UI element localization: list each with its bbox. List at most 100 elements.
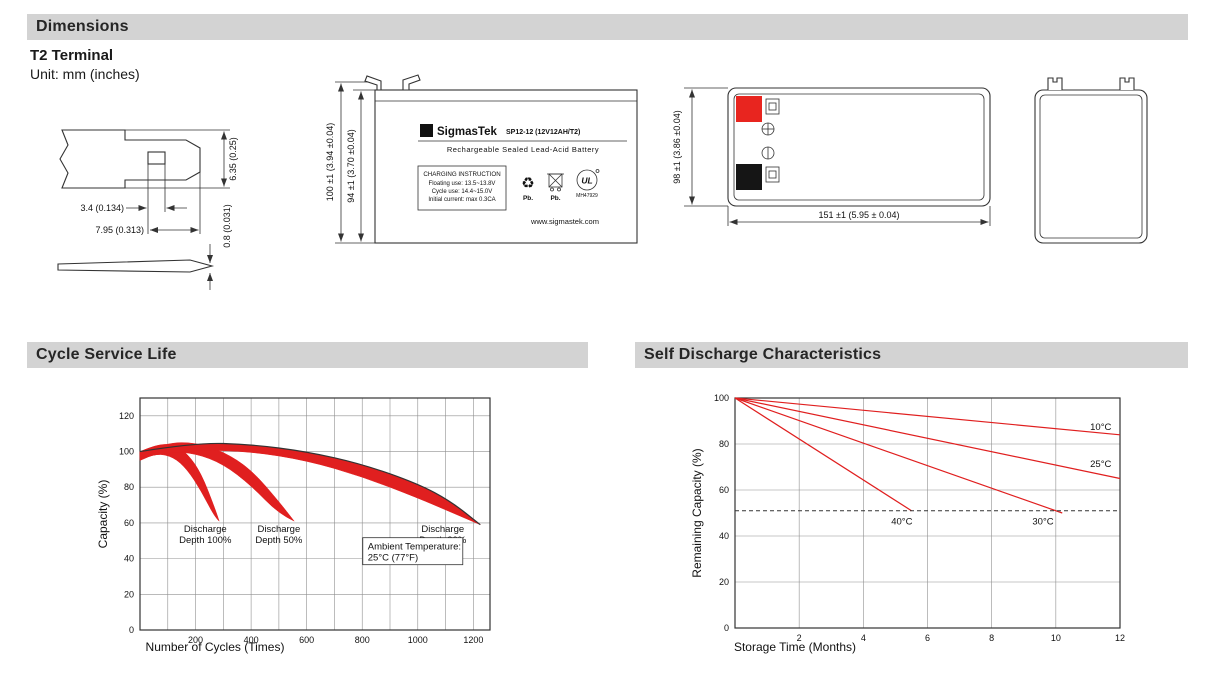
svg-text:8: 8 xyxy=(989,633,994,643)
terminal-detail-drawing: 6.35 (0.25) 3.4 (0.134) 7.95 (0.313) 0.8… xyxy=(57,129,238,290)
no-trash-pb-icon xyxy=(547,173,564,192)
svg-text:12: 12 xyxy=(1115,633,1125,643)
section-title-cycle-life: Cycle Service Life xyxy=(36,346,177,363)
svg-text:6: 6 xyxy=(925,633,930,643)
dim-hole-offset-lines: 7.95 (0.313) xyxy=(95,172,201,235)
terminal-hole xyxy=(147,151,166,165)
plus-circle-icon xyxy=(761,122,775,136)
top-view-case-inner xyxy=(733,93,985,201)
section-header-cycle-life: Cycle Service Life xyxy=(27,342,588,368)
svg-text:40: 40 xyxy=(719,531,729,541)
battery-top-view: 98 ±1 (3.86 ±0.04) 151 ±1 (5.95 ± 0.04) xyxy=(672,87,991,226)
svg-text:800: 800 xyxy=(355,635,370,645)
x-axis-label: Number of Cycles (Times) xyxy=(146,640,285,654)
x-axis-label: Storage Time (Months) xyxy=(734,640,856,654)
battery-front-view: 100 ±1 (3.94 ±0.04) 94 ±1 (3.70 ±0.04) Σ… xyxy=(325,74,638,244)
annotation-text: Discharge xyxy=(421,524,464,535)
line-25°C xyxy=(734,397,1121,480)
svg-text:1000: 1000 xyxy=(408,635,428,645)
annotation-text: 30°C xyxy=(1032,517,1053,528)
charging-line-2: Cycle use: 14.4~15.0V xyxy=(432,189,493,195)
line-40°C xyxy=(734,397,912,512)
terminal-flat-view xyxy=(57,259,215,273)
dim-thickness-lines: 0.8 (0.031) xyxy=(207,204,232,290)
section-title-dimensions: Dimensions xyxy=(36,18,129,35)
svg-text:40: 40 xyxy=(124,554,134,564)
dim-tab-width: 6.35 (0.25) xyxy=(228,137,238,181)
svg-text:0: 0 xyxy=(129,625,134,635)
section-header-self-discharge: Self Discharge Characteristics xyxy=(635,342,1188,368)
annotation-text: 40°C xyxy=(891,517,912,528)
terminal-tab xyxy=(402,74,421,91)
unit-label: Unit: mm (inches) xyxy=(30,66,140,82)
side-terminal-right xyxy=(1119,77,1135,90)
ul-file-number: MH47929 xyxy=(576,193,598,199)
terminal-clip-positive xyxy=(765,98,780,115)
charging-instruction-box xyxy=(417,165,507,211)
ul-mark-label: UL xyxy=(581,176,592,186)
dim-case-height: 94 ±1 (3.70 ±0.04) xyxy=(346,129,356,202)
side-view-case-outer xyxy=(1034,89,1148,244)
section-header-dimensions: Dimensions xyxy=(27,14,1188,40)
band-Discharge Depth 30% xyxy=(139,443,481,525)
annotation-text: 10°C xyxy=(1090,422,1111,433)
dim-hole-offset: 7.95 (0.313) xyxy=(95,225,144,235)
battery-subtitle: Rechargeable Sealed Lead-Acid Battery xyxy=(447,145,599,154)
battery-label: Σ SigmasTek SP12-12 (12V12AH/T2) Recharg… xyxy=(417,124,627,226)
svg-text:60: 60 xyxy=(124,518,134,528)
svg-text:200: 200 xyxy=(188,635,203,645)
negative-terminal-marker xyxy=(736,164,762,190)
svg-text:1200: 1200 xyxy=(463,635,483,645)
terminal-clip-negative xyxy=(765,166,780,183)
line-30°C xyxy=(734,397,1063,514)
svg-text:60: 60 xyxy=(719,485,729,495)
top-view-case-outer xyxy=(727,87,991,207)
line-capacity-envelope xyxy=(139,442,481,526)
side-view-case-inner xyxy=(1039,94,1143,239)
sigma-logo-glyph: Σ xyxy=(424,127,430,137)
side-terminal-left xyxy=(1047,77,1063,90)
recycle-pb-label: Pb. xyxy=(523,195,533,202)
annotation-text: Discharge xyxy=(257,524,300,535)
annotation-text: Ambient Temperature: xyxy=(368,542,461,553)
y-axis-label: Capacity (%) xyxy=(96,480,110,549)
self_discharge-plot: 2 4 6 8 10 12 0 20 40 60 80 100 10°C 25°C 40°C 30°C Stor… xyxy=(690,393,1125,654)
charging-line-1: Floating use: 13.5~13.8V xyxy=(429,181,496,187)
trash-pb-label: Pb. xyxy=(550,195,560,202)
brand-name: SigmasTek xyxy=(437,126,497,138)
svg-text:100: 100 xyxy=(714,393,729,403)
charging-line-3: Initial current: max 0.3CA xyxy=(428,197,495,203)
annotation-text: Depth 50% xyxy=(255,535,303,546)
terminal-tab-bent xyxy=(364,75,382,91)
positive-terminal-marker xyxy=(736,96,762,122)
dim-case-height-lines: 94 ±1 (3.70 ±0.04) xyxy=(346,89,375,242)
charging-title: CHARGING INSTRUCTION xyxy=(423,171,500,178)
dim-hole-lines: 3.4 (0.134) xyxy=(80,164,187,234)
annotation-text: Discharge xyxy=(184,524,227,535)
svg-text:4: 4 xyxy=(861,633,866,643)
dim-tab-width-lines: 6.35 (0.25) xyxy=(125,129,238,189)
y-axis-label: Remaining Capacity (%) xyxy=(690,448,704,577)
svg-text:80: 80 xyxy=(124,482,134,492)
battery-side-view xyxy=(1034,77,1148,244)
dim-thickness: 0.8 (0.031) xyxy=(222,204,232,248)
svg-text:400: 400 xyxy=(244,635,259,645)
dim-length-151-lines: 151 ±1 (5.95 ± 0.04) xyxy=(727,206,991,226)
cycle_service_life-plot: 200 400 600 800 1000 1200 0 20 40 60 80 100 120 Disch… xyxy=(96,397,491,654)
annotation-text: 25°C xyxy=(1090,459,1111,470)
svg-text:2: 2 xyxy=(797,633,802,643)
recycle-pb-icon: ♻ xyxy=(521,175,534,192)
section-title-self-discharge: Self Discharge Characteristics xyxy=(644,346,882,363)
terminal-type-title: T2 Terminal xyxy=(30,47,114,64)
svg-text:10: 10 xyxy=(1051,633,1061,643)
svg-text:120: 120 xyxy=(119,411,134,421)
svg-text:600: 600 xyxy=(299,635,314,645)
svg-text:80: 80 xyxy=(719,439,729,449)
annotation-text: 25°C (77°F) xyxy=(368,553,418,564)
svg-text:20: 20 xyxy=(124,589,134,599)
svg-text:20: 20 xyxy=(719,577,729,587)
dim-total-height: 100 ±1 (3.94 ±0.04) xyxy=(325,123,335,201)
dim-length: 151 ±1 (5.95 ± 0.04) xyxy=(819,210,900,220)
svg-text:0: 0 xyxy=(724,623,729,633)
dim-depth: 98 ±1 (3.86 ±0.04) xyxy=(672,110,682,183)
